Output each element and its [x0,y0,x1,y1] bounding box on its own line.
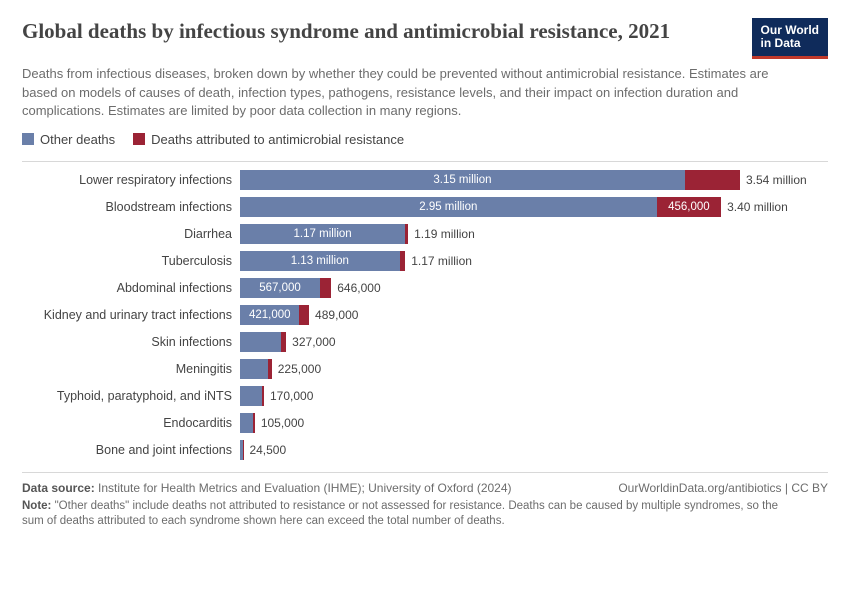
total-label: 24,500 [249,443,286,457]
bar-area: 225,000 [240,359,828,379]
row-label: Tuberculosis [22,254,240,268]
bar-area: 421,000 489,000 [240,305,828,325]
total-label: 105,000 [261,416,304,430]
row-label: Meningitis [22,362,240,376]
bar-area: 567,000 646,000 [240,278,828,298]
chart-subtitle: Deaths from infectious diseases, broken … [22,65,792,120]
total-label: 327,000 [292,335,335,349]
bar-row: Meningitis 225,000 [22,357,828,381]
legend-label-amr: Deaths attributed to antimicrobial resis… [151,132,404,147]
note-text: "Other deaths" include deaths not attrib… [22,500,778,528]
bar-area: 105,000 [240,413,828,433]
owid-logo: Our World in Data [752,18,828,59]
bar-row: Lower respiratory infections3.15 million… [22,168,828,192]
row-label: Bloodstream infections [22,200,240,214]
source-prefix: Data source: [22,481,98,495]
bar-segment-amr [268,359,272,379]
chart-container: Global deaths by infectious syndrome and… [0,0,850,544]
bar-row: Endocarditis 105,000 [22,411,828,435]
row-label: Skin infections [22,335,240,349]
bar-segment-other [240,413,253,433]
total-label: 489,000 [315,308,358,322]
total-label: 1.17 million [411,254,472,268]
total-label: 3.54 million [746,173,807,187]
bar-area: 1.13 million 1.17 million [240,251,828,271]
bar-value-other: 567,000 [259,282,301,294]
row-label: Kidney and urinary tract infections [22,308,240,322]
bar-row: Abdominal infections 567,000 646,000 [22,276,828,300]
bar-segment-amr [262,386,264,406]
row-label: Endocarditis [22,416,240,430]
bar-value-other: 1.13 million [291,255,349,267]
total-label: 170,000 [270,389,313,403]
logo-line-1: Our World [761,23,819,37]
page-title: Global deaths by infectious syndrome and… [22,18,670,44]
attribution: OurWorldinData.org/antibiotics | CC BY [618,481,828,495]
bar-row: Bloodstream infections 2.95 million 456,00… [22,195,828,219]
bar-segment-amr [299,305,309,325]
bar-segment-other: 567,000 [240,278,320,298]
bar-row: Tuberculosis 1.13 million 1.17 million [22,249,828,273]
bar-row: Bone and joint infections 24,500 [22,438,828,462]
footer-row: Data source: Institute for Health Metric… [22,481,828,495]
bar-value-other: 3.15 million [433,174,491,186]
bar-value-other: 1.17 million [294,228,352,240]
bar-value-other: 2.95 million [419,201,477,213]
bar-row: Skin infections 327,000 [22,330,828,354]
chart-footer: Data source: Institute for Health Metric… [22,472,828,530]
bar-segment-amr [405,224,408,244]
bar-segment-amr [685,170,740,190]
bar-segment-other: 2.95 million [240,197,657,217]
total-label: 3.40 million [727,200,788,214]
bar-segment-other: 1.17 million [240,224,405,244]
legend-label-other: Other deaths [40,132,115,147]
data-source: Data source: Institute for Health Metric… [22,481,512,495]
legend: Other deaths Deaths attributed to antimi… [22,132,828,147]
bar-row: Diarrhea 1.17 million 1.19 million [22,222,828,246]
bar-area: 327,000 [240,332,828,352]
bar-area: 170,000 [240,386,828,406]
legend-item-amr: Deaths attributed to antimicrobial resis… [133,132,404,147]
bar-segment-other: 3.15 million [240,170,685,190]
legend-item-other: Other deaths [22,132,115,147]
row-label: Typhoid, paratyphoid, and iNTS [22,389,240,403]
bar-segment-other [240,386,262,406]
bar-segment-amr [320,278,331,298]
header-row: Global deaths by infectious syndrome and… [22,18,828,59]
note-prefix: Note: [22,500,55,512]
bar-segment-other [240,359,268,379]
bar-segment-other: 1.13 million [240,251,400,271]
total-label: 225,000 [278,362,321,376]
bar-value-amr: 456,000 [668,201,710,213]
bar-segment-amr [281,332,286,352]
bar-segment-amr [400,251,406,271]
row-label: Lower respiratory infections [22,173,240,187]
bar-row: Kidney and urinary tract infections421,0… [22,303,828,327]
bar-segment-other [240,332,281,352]
total-label: 646,000 [337,281,380,295]
bar-area: 1.17 million 1.19 million [240,224,828,244]
bar-chart: Lower respiratory infections3.15 million… [22,161,828,462]
row-label: Bone and joint infections [22,443,240,457]
swatch-amr [133,133,145,145]
bar-segment-other: 421,000 [240,305,299,325]
total-label: 1.19 million [414,227,475,241]
source-text: Institute for Health Metrics and Evaluat… [98,481,512,495]
bar-area: 24,500 [240,440,828,460]
swatch-other [22,133,34,145]
bar-segment-amr [253,413,254,433]
bar-area: 2.95 million 456,000 3.40 million [240,197,828,217]
row-label: Diarrhea [22,227,240,241]
bar-row: Typhoid, paratyphoid, and iNTS 170,000 [22,384,828,408]
bar-value-other: 421,000 [249,309,291,321]
bar-area: 3.15 million 3.54 million [240,170,828,190]
logo-line-2: in Data [761,36,801,50]
row-label: Abdominal infections [22,281,240,295]
footer-note: Note: "Other deaths" include deaths not … [22,499,782,530]
bar-segment-amr: 456,000 [657,197,721,217]
